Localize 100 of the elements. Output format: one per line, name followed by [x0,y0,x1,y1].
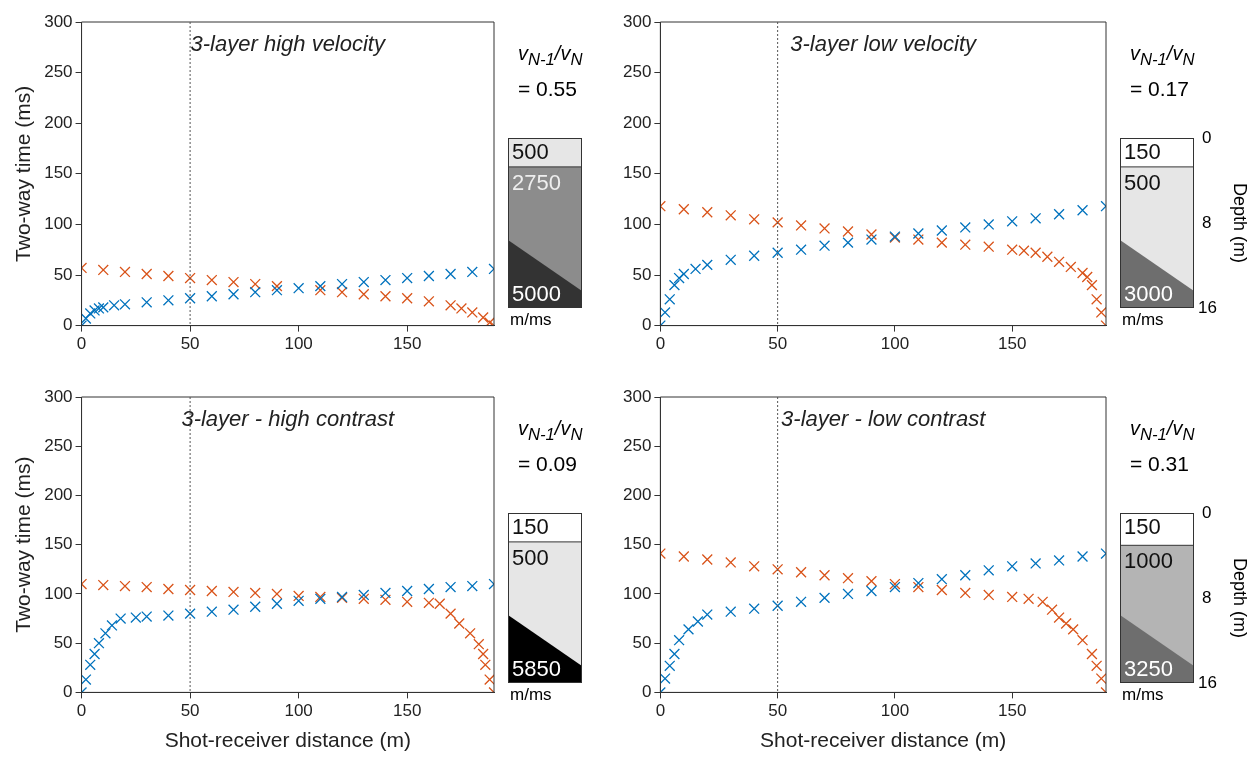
point [678,550,690,563]
point [249,286,261,298]
point [795,596,807,608]
y-tick-label: 250 [44,435,73,455]
text: 8 [1202,213,1212,233]
point [842,572,854,584]
point [93,302,105,314]
point [1091,293,1103,305]
y-tick-label: 0 [63,315,73,335]
text: 500 [512,139,549,165]
text: m/ms [510,685,552,705]
text: 5850 [512,656,561,682]
point [818,569,831,581]
y-tick-label: 200 [44,485,73,505]
point [795,566,807,578]
point [455,302,468,314]
point [401,585,413,597]
point [912,577,924,589]
point [936,573,948,585]
x-tick-label: 0 [655,701,666,721]
y-axis-title: Two-way time (ms) [11,456,35,633]
point [379,290,392,302]
point [119,266,131,278]
point [748,250,760,262]
point [1091,660,1103,672]
point [936,224,948,237]
point [466,306,478,319]
x-tick-label: 100 [880,334,910,354]
point [660,306,671,319]
point [748,603,760,615]
point [314,284,326,296]
x-tick-label: 150 [392,701,422,721]
point [162,583,174,595]
point [725,254,737,266]
text: 0 [1202,503,1212,523]
point [1030,212,1042,224]
point [701,259,713,271]
y-tick-label: 300 [622,11,652,31]
text: v$_{N-1}$/v$_{N}$ [518,417,583,445]
y-tick-label: 100 [622,214,652,234]
point [660,673,671,685]
point [1006,244,1018,256]
point [444,581,457,593]
text: Depth (m) [1229,183,1250,264]
point [664,660,676,672]
point [1006,215,1018,227]
point [842,237,854,249]
x-tick-label: 100 [284,701,313,721]
point [1086,279,1098,291]
point [97,264,109,276]
point [162,270,174,282]
x-axis-title: Shot-receiver distance (m) [760,728,1007,752]
x-tick-label: 50 [768,334,788,354]
point [130,611,142,624]
point [1065,261,1077,273]
x-tick-label: 100 [880,701,910,721]
point [1076,204,1089,216]
y-tick-label: 150 [44,163,73,183]
point [1041,251,1053,263]
point [748,560,760,572]
text: 8 [1202,588,1212,608]
point [93,637,105,649]
point [88,304,101,317]
point [748,213,760,225]
chart-title: 3-layer low velocity [790,31,979,57]
y-tick-label: 250 [622,435,652,455]
point [314,280,326,292]
point [184,608,196,620]
point [865,228,878,241]
point [1006,560,1018,572]
point [206,585,218,597]
point [983,564,995,576]
y-tick-label: 100 [44,583,73,603]
point [88,648,101,660]
point [227,586,240,598]
text: 0 [1202,128,1212,148]
point [271,588,283,600]
text: 5000 [512,281,561,307]
point [97,301,109,313]
point [484,674,494,686]
point [1076,550,1089,563]
point [423,597,435,609]
point [701,553,713,566]
text: 3250 [1124,656,1173,682]
point [772,247,784,259]
point [1067,623,1079,635]
point [358,288,370,300]
point [227,276,240,288]
point [249,278,261,290]
point [271,284,283,296]
point [1023,593,1035,605]
text: 150 [1124,139,1161,165]
x-axis-title: Shot-receiver distance (m) [164,728,411,752]
point [358,589,370,601]
point [959,587,971,599]
point [912,227,924,240]
point [1030,247,1042,259]
point [249,601,261,613]
point [818,240,831,252]
point [434,598,446,610]
